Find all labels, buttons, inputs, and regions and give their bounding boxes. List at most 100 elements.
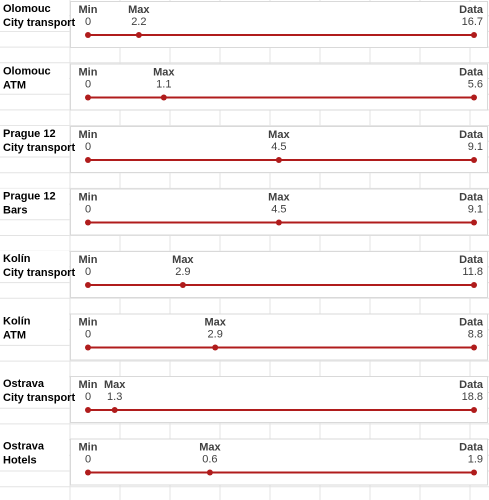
chart-box [70,126,488,173]
value-label: 1.9 [468,453,483,465]
panel-title: City transport [3,267,75,279]
value-label: 2.9 [208,328,223,340]
column-label: Max [172,254,194,266]
range-point [275,157,282,163]
title-cell [0,313,69,344]
panel-title: ATM [3,79,26,91]
range-point [85,282,91,288]
range-point [471,344,477,351]
value-label: 1.1 [156,78,171,90]
range-point [85,407,91,413]
value-label: 0.6 [202,453,217,465]
chart-box [70,313,488,361]
range-point [471,94,477,101]
column-label: Max [268,129,290,141]
value-label: 0 [85,266,91,278]
range-point [471,407,477,413]
chart-box [70,376,488,423]
column-label: Data [459,316,484,328]
column-label: Min [79,191,98,203]
column-label: Data [459,379,484,391]
title-cell [0,438,69,469]
value-label: 2.2 [131,16,146,28]
column-label: Data [459,66,484,78]
column-label: Min [79,66,98,78]
column-label: Data [459,4,484,16]
title-cell [0,1,69,31]
range-point [471,469,477,476]
column-label: Data [459,254,484,266]
panel-title: Olomouc [3,65,51,77]
panel-title: City transport [3,142,75,154]
range-point [206,469,213,476]
column-label: Max [104,379,126,391]
range-point [85,469,91,476]
column-label: Max [128,4,150,16]
value-label: 0 [85,203,91,215]
chart-box [70,188,488,236]
panel-title: Prague 12 [3,190,56,202]
panel-title: City transport [3,392,75,404]
column-label: Min [79,254,98,266]
value-label: 1.3 [107,391,122,403]
value-label: 18.8 [462,391,483,403]
range-point [85,219,91,226]
title-cell [0,376,69,406]
value-label: 0 [85,453,91,465]
column-label: Min [79,316,98,328]
range-point [275,219,282,226]
chart-box [70,1,488,48]
chart-box [70,438,488,486]
panel-title: Kolín [3,253,31,265]
range-point [85,94,91,101]
chart-box [70,251,488,298]
panel-title: Ostrava [3,440,45,452]
range-point [85,157,91,163]
value-label: 2.9 [175,266,190,278]
value-label: 0 [85,328,91,340]
title-cell [0,188,69,219]
column-label: Max [268,191,290,203]
panel-title: Olomouc [3,3,51,15]
range-point [85,344,91,351]
column-label: Data [459,441,484,453]
title-cell [0,251,69,281]
value-label: 5.6 [468,78,483,90]
column-label: Max [153,66,175,78]
column-label: Max [199,441,221,453]
range-point [471,32,477,38]
value-label: 11.8 [462,266,483,278]
panel-title: ATM [3,329,26,341]
range-point [135,32,142,38]
panel-title: Ostrava [3,378,45,390]
range-point [212,344,219,351]
range-point [160,94,167,101]
range-point [471,282,477,288]
value-label: 4.5 [271,203,286,215]
column-label: Data [459,129,484,141]
panel-title: City transport [3,17,75,29]
column-label: Min [79,379,98,391]
value-label: 0 [85,391,91,403]
title-cell [0,126,69,156]
range-point [85,32,91,38]
column-label: Min [79,441,98,453]
value-label: 0 [85,141,91,153]
range-point [111,407,118,413]
value-label: 8.8 [468,328,483,340]
column-label: Min [79,4,98,16]
column-label: Data [459,191,484,203]
value-label: 4.5 [271,141,286,153]
range-point [471,157,477,163]
panel-title: Kolín [3,315,31,327]
column-label: Max [205,316,227,328]
title-cell [0,63,69,94]
panel-title: Bars [3,204,27,216]
column-label: Min [79,129,98,141]
range-point [471,219,477,226]
value-label: 9.1 [468,203,483,215]
chart-box [70,63,488,111]
value-label: 0 [85,16,91,28]
panel-title: Hotels [3,454,37,466]
